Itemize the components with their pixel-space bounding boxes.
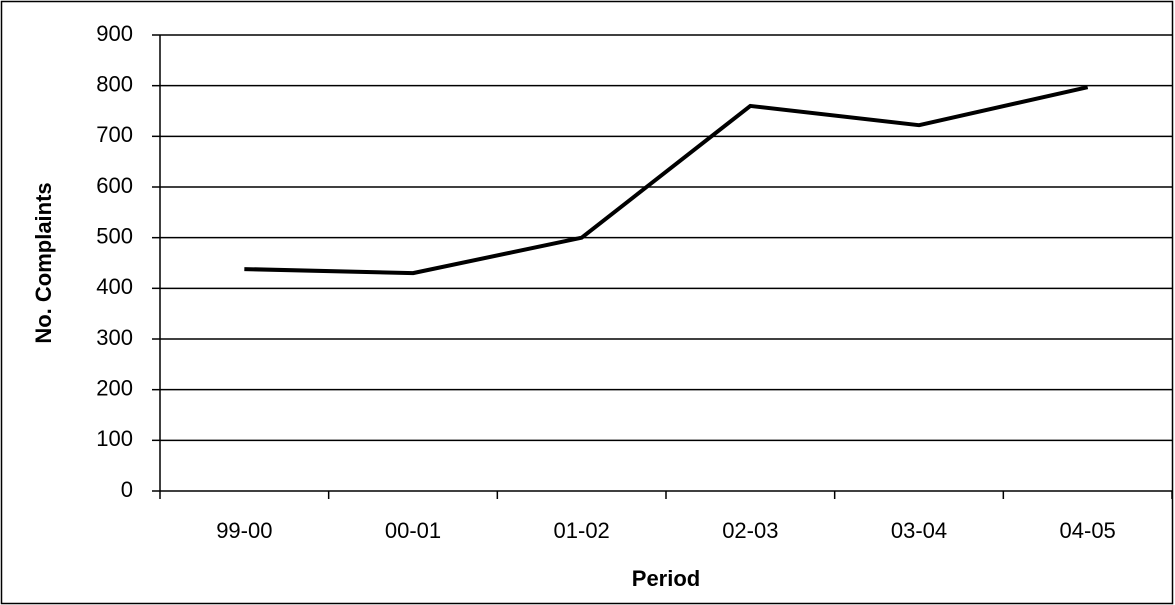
x-tick-label: 04-05 <box>1060 518 1116 543</box>
y-tick-label: 600 <box>96 173 133 198</box>
x-tick-label: 99-00 <box>216 518 272 543</box>
x-tick-label: 02-03 <box>722 518 778 543</box>
y-axis-label: No. Complaints <box>31 182 56 343</box>
x-tick-label: 03-04 <box>891 518 947 543</box>
y-tick-label: 200 <box>96 375 133 400</box>
line <box>244 85 1089 276</box>
x-tick-label: 00-01 <box>385 518 441 543</box>
y-tick-label: 0 <box>121 477 133 502</box>
y-tick-label: 700 <box>96 122 133 147</box>
y-tick-label: 800 <box>96 71 133 96</box>
y-tick-label: 900 <box>96 21 133 46</box>
x-tick-label: 01-02 <box>554 518 610 543</box>
y-tick-label: 300 <box>96 325 133 350</box>
y-tick-label: 500 <box>96 223 133 248</box>
x-axis-label: Period <box>632 566 700 591</box>
y-tick-label: 100 <box>96 426 133 451</box>
y-tick-label: 400 <box>96 274 133 299</box>
